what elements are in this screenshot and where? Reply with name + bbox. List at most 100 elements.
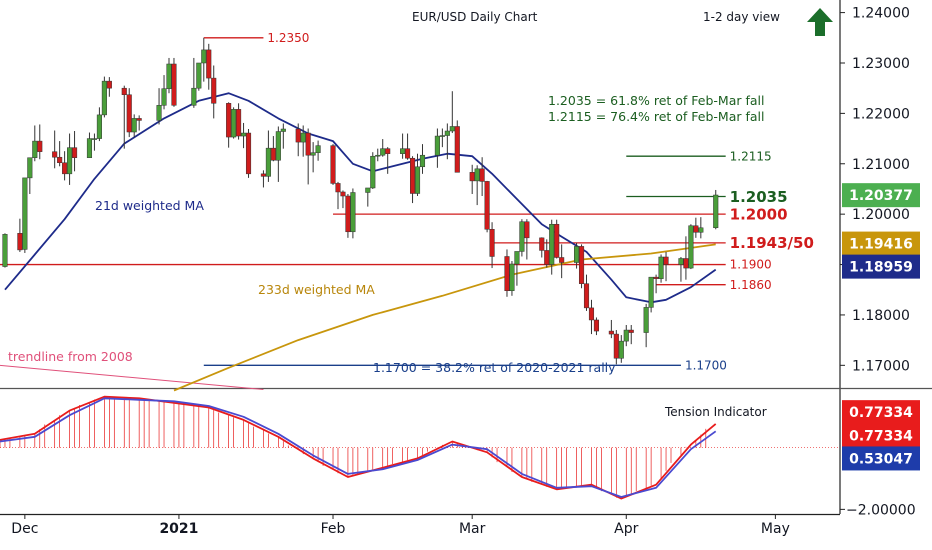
price-badge (842, 254, 920, 279)
candle-body (643, 307, 649, 333)
candle-body (559, 257, 565, 263)
x-tick-label: Apr (614, 521, 638, 537)
candle-body (653, 276, 659, 279)
candle-body (350, 192, 356, 233)
candle-body (280, 128, 286, 132)
candle-body (648, 276, 654, 308)
price-badge-label: 1.19416 (849, 237, 913, 253)
candle-body (191, 87, 197, 106)
x-tick-label: Dec (11, 521, 38, 537)
candle-body (196, 62, 202, 89)
candle-body (405, 148, 411, 159)
level-label: 1.2000 (730, 205, 788, 223)
fib-note-1: 1.2035 = 61.8% ret of Feb-Mar fall (548, 93, 765, 108)
candle-body (385, 148, 391, 154)
candle-body (688, 225, 694, 269)
tension-indicator-layer (0, 395, 840, 500)
candle-body (574, 246, 580, 263)
candle-body (305, 132, 311, 156)
candle-body (444, 130, 450, 136)
candle-body (524, 221, 530, 239)
price-badge-label: 1.18959 (849, 260, 913, 276)
level-label: 1.1860 (730, 278, 772, 292)
indicator-line (0, 397, 717, 498)
candle-body (370, 155, 376, 189)
candle-body (236, 109, 242, 137)
candle-body (275, 131, 281, 161)
candle-body (260, 173, 266, 177)
candle-body (136, 118, 142, 121)
trendline-from-2008 (0, 364, 264, 391)
candle-body (623, 329, 629, 342)
candle-body (698, 227, 704, 233)
price-badges-layer: 1.20377 1.19416 1.18959 (842, 183, 920, 279)
candle-body (156, 105, 162, 121)
up-arrow-icon (807, 8, 833, 36)
candle-body (419, 154, 426, 168)
candle-body (454, 126, 460, 173)
candle-body (171, 63, 177, 106)
candle-body (270, 147, 276, 161)
candle-body (489, 229, 495, 257)
candle-body (166, 63, 172, 89)
trendline-label: trendline from 2008 (8, 349, 133, 364)
level-label: 1.2115 (730, 149, 772, 163)
candle-body (549, 223, 555, 265)
candle-body (335, 183, 341, 193)
level-label: 1.2350 (267, 31, 309, 45)
y-tick-label: 1.21000 (852, 157, 910, 173)
candle-body (131, 118, 137, 133)
candle-body (315, 145, 321, 153)
candle-body (509, 263, 515, 291)
level-lines-layer (0, 37, 726, 366)
y-tick-label: 1.17000 (852, 358, 910, 374)
candle-body (469, 172, 475, 182)
moving-average-line (4, 92, 717, 304)
candle-body (231, 109, 237, 138)
candle-body (121, 87, 127, 95)
indicator-badge-label: 0.53047 (849, 451, 913, 467)
candle-body (86, 138, 93, 158)
candle-body (578, 246, 585, 284)
y-tick-label: 1.18000 (852, 308, 910, 324)
indicator-badge (842, 423, 920, 448)
ma21-label: 21d weighted MA (95, 198, 204, 213)
candle-body (201, 49, 207, 64)
x-tick-label: 2021 (159, 521, 198, 537)
candle-body (544, 250, 550, 265)
candle-body (449, 126, 455, 132)
candle-body (295, 128, 301, 143)
candle-body (2, 234, 8, 267)
candle-body (91, 138, 97, 140)
candle-body (683, 258, 689, 269)
candle-body (101, 80, 107, 116)
candle-body (400, 148, 406, 154)
candle-body (663, 256, 669, 265)
candle-body (593, 319, 599, 332)
indicator-title: Tension Indicator (664, 405, 767, 419)
candle-body (22, 177, 28, 250)
candle-body (37, 140, 43, 152)
x-tick-label: Mar (459, 521, 486, 537)
chart-subtitle: 1-2 day view (703, 10, 780, 24)
candle-body (693, 225, 699, 233)
candle-body (126, 94, 132, 133)
candle-body (340, 191, 346, 197)
trendline-layer (0, 364, 264, 391)
candle-body (211, 77, 217, 104)
x-tick-label: Feb (321, 521, 346, 537)
candle-body (375, 154, 381, 157)
candle-body (588, 307, 595, 321)
candle-body (206, 49, 212, 79)
indicator-badge (842, 400, 920, 425)
candle-body (62, 162, 68, 175)
fib-note-3: 1.1700 = 38.2% ret of 2020-2021 rally (373, 360, 616, 375)
candle-body (554, 223, 560, 258)
candle-body (241, 132, 247, 137)
chart-title: EUR/USD Daily Chart (412, 10, 538, 24)
indicator-badges-layer: 0.77334 0.77334 0.53047 (842, 400, 920, 471)
candle-body (265, 147, 271, 177)
level-label: 1.1700 (685, 359, 727, 373)
candle-body (52, 151, 58, 158)
